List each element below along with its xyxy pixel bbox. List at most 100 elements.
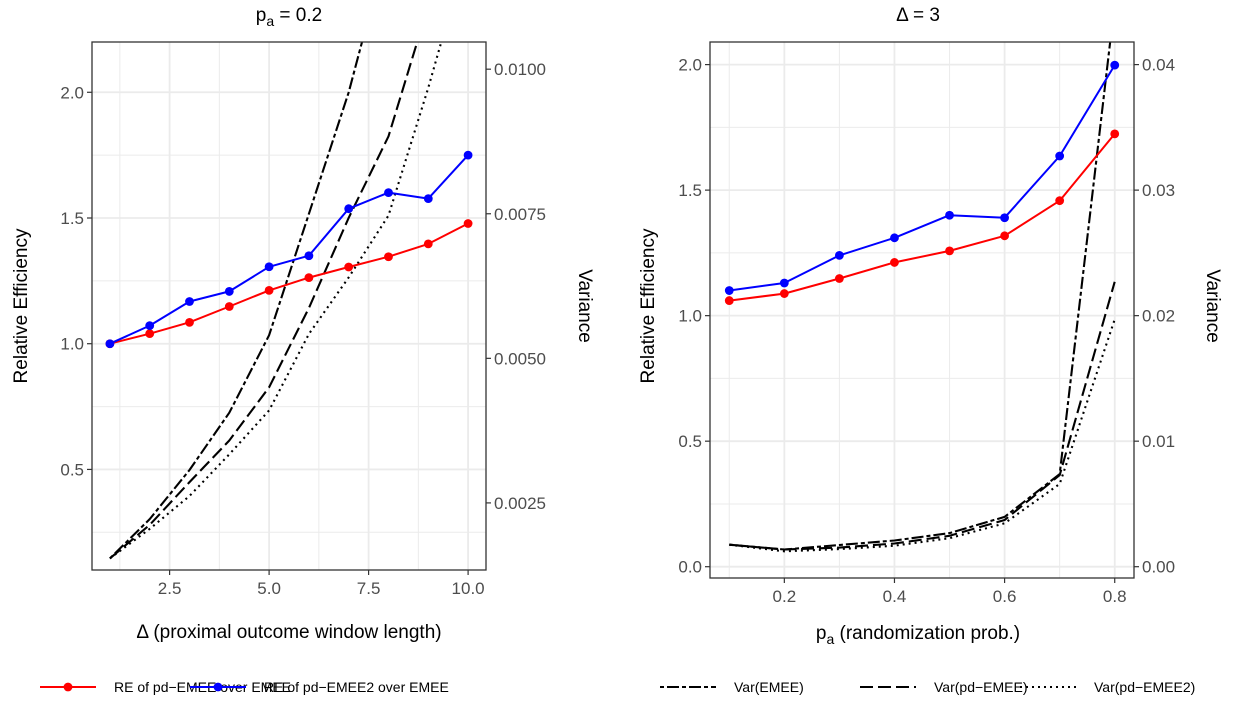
series-point-0 [835,274,844,283]
series-point-1 [105,339,115,349]
series-point-1 [890,233,899,243]
series-point-1 [423,194,433,204]
panel-left-y2-axis-label: Variance [574,269,595,343]
panel-left-x-axis-label: Δ (proximal outcome window length) [136,622,441,643]
series-point-1 [344,204,354,214]
panel-right: Δ = 3 pa (randomization prob.) Relative … [638,5,1223,647]
y-tick-label: 1.0 [60,335,84,354]
series-point-1 [724,286,734,295]
series-line-1 [109,154,469,345]
series-line-4 [109,42,443,560]
y2-tick-label: 0.0050 [494,349,546,368]
x-tick-label: 7.5 [357,579,381,598]
series-point-0 [890,258,899,267]
legend-label: Var(EMEE) [734,679,804,695]
series-point-0 [724,296,734,305]
series-point-0 [423,239,433,249]
series-point-1 [304,251,314,261]
x-tick-label: 0.8 [1103,587,1127,606]
series-line-0 [109,222,469,345]
series-point-1 [835,250,844,260]
panel-left-grid [92,42,486,570]
series-point-0 [384,252,393,262]
series-point-0 [1000,231,1009,241]
panel-right-y-axis-label: Relative Efficiency [638,228,659,383]
x-tick-label: 0.6 [993,587,1017,606]
panel-left-series-group [109,42,469,560]
series-point-1 [185,297,194,306]
y-tick-label: 0.5 [678,432,702,451]
y-tick-label: 2.0 [678,56,702,75]
series-line-4 [729,319,1116,553]
y2-tick-label: 0.03 [1142,181,1175,200]
series-point-0 [945,246,954,256]
series-line-2 [729,42,1112,551]
legend-marker [63,682,73,692]
panel-right-series-group [729,42,1116,553]
series-point-1 [1110,60,1120,70]
y-tick-label: 0.0 [678,558,702,577]
y2-tick-label: 0.02 [1142,307,1175,326]
x-tick-label: 0.4 [883,587,907,606]
panel-right-axes: 0.2 0.4 0.6 0.8 0.0 0.5 1.0 1.5 2.0 0.00 0.01 0.02 0… [678,56,1175,606]
y2-tick-label: 0.0025 [494,494,546,513]
y-tick-label: 1.0 [678,307,702,326]
y2-tick-label: 0.01 [1142,432,1175,451]
series-point-1 [224,287,234,296]
legend-marker [213,682,223,692]
series-point-0 [224,302,234,311]
panel-left-plot-area [91,41,487,571]
series-line-3 [729,281,1116,551]
series-point-0 [463,219,473,228]
panel-left-title: pa = 0.2 [256,5,322,29]
panel-left: pa = 0.2 Δ (proximal outcome window leng… [11,5,595,643]
series-line-0 [729,133,1116,302]
legend-item: Var(pd−EMEE2) [1020,679,1195,695]
legend-item: Var(pd−EMEE) [860,679,1028,695]
series-point-1 [264,262,274,272]
legend-label: RE of pd−EMEE2 over EMEE [264,679,449,695]
y2-tick-label: 0.04 [1142,56,1175,75]
y-tick-label: 1.5 [678,181,702,200]
y2-tick-label: 0.0100 [494,60,546,79]
panel-right-frame [709,41,1135,579]
series-point-1 [384,188,393,198]
series-line-2 [109,42,364,560]
series-point-0 [145,329,155,339]
y-tick-label: 2.0 [60,83,84,102]
panel-right-grid [710,42,1134,578]
legend-label: Var(pd−EMEE) [934,679,1028,695]
panel-right-plot-area [709,41,1135,579]
panel-left-axes: 2.5 5.0 7.5 10.0 0.5 1.0 1.5 2.0 0.0025 0.0050 0.0… [60,60,546,598]
series-point-0 [344,262,354,272]
y2-tick-label: 0.0075 [494,205,546,224]
y-tick-label: 1.5 [60,209,84,228]
y2-tick-label: 0.00 [1142,558,1175,577]
series-line-1 [729,64,1116,292]
x-tick-label: 10.0 [452,579,485,598]
panel-left-frame [91,41,487,571]
series-point-1 [779,278,789,288]
x-tick-label: 2.5 [158,579,182,598]
series-point-0 [1110,129,1120,139]
legend-item: RE of pd−EMEE2 over EMEE [190,679,449,695]
panel-right-y2-axis-label: Variance [1202,269,1223,343]
y-tick-label: 0.5 [60,460,84,479]
legend-item: RE of pd−EMEE over EMEE [40,679,291,695]
x-tick-label: 0.2 [773,587,797,606]
series-point-1 [145,321,155,331]
series-point-1 [1055,151,1065,161]
series-point-1 [1000,213,1009,223]
series-point-1 [945,210,954,220]
series-point-0 [304,273,314,282]
legend-label: Var(pd−EMEE2) [1094,679,1195,695]
series-point-0 [264,286,274,295]
series-point-0 [1055,196,1065,206]
series-point-1 [463,150,473,160]
series-point-0 [185,317,194,327]
panel-left-y-axis-label: Relative Efficiency [11,228,32,383]
panel-right-x-axis-label: pa (randomization prob.) [816,623,1020,647]
legend-item: Var(EMEE) [660,679,804,695]
